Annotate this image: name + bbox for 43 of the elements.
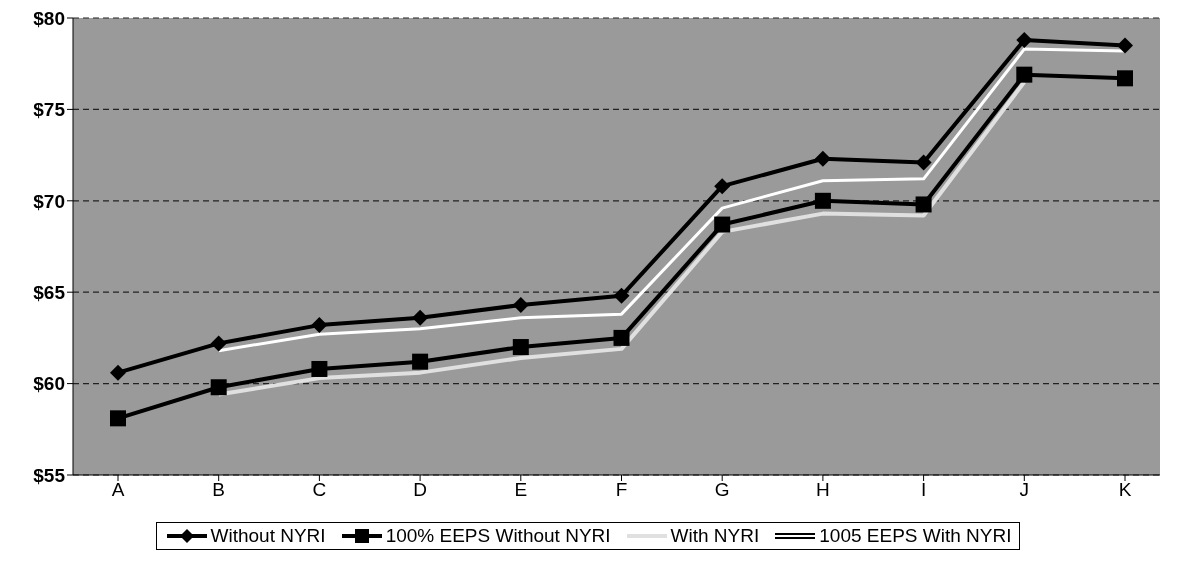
point	[1016, 66, 1033, 83]
x-tick-label: C	[312, 479, 327, 501]
x-tick-label: J	[1019, 479, 1030, 501]
point	[1016, 31, 1033, 48]
point	[613, 329, 630, 346]
y-tick-label: $60	[33, 373, 65, 395]
x-tick-label: D	[413, 479, 427, 501]
point	[714, 178, 731, 195]
y-tick-label: $70	[33, 190, 65, 212]
point	[412, 309, 429, 326]
point	[512, 339, 529, 356]
x-tick-label: B	[212, 479, 226, 501]
x-tick-label: I	[920, 479, 927, 501]
x-tick-label: A	[111, 479, 125, 501]
legend-label: 1005 EEPS With NYRI	[819, 525, 1012, 547]
point	[311, 360, 328, 377]
y-tick-label: $75	[33, 99, 66, 121]
point	[311, 317, 328, 334]
point	[1117, 70, 1133, 87]
x-tick-label: K	[1118, 479, 1132, 501]
point	[714, 216, 731, 233]
point	[412, 353, 429, 370]
point	[210, 335, 227, 352]
point	[814, 192, 831, 209]
point	[512, 297, 529, 313]
point	[210, 379, 227, 396]
point	[915, 196, 932, 213]
y-tick-label: $65	[33, 281, 66, 303]
legend-label: Without NYRI	[210, 525, 326, 547]
x-tick-label: E	[514, 479, 528, 501]
point	[1117, 37, 1133, 54]
point	[814, 150, 831, 167]
point	[110, 364, 126, 381]
point	[915, 154, 932, 171]
legend-label: 100% EEPS Without NYRI	[385, 525, 611, 547]
point	[110, 410, 126, 427]
y-tick-label: $80	[33, 7, 65, 29]
x-tick-label: G	[714, 479, 730, 501]
x-tick-label: F	[615, 479, 628, 501]
x-tick-label: H	[816, 479, 830, 501]
y-tick-label: $55	[33, 464, 66, 486]
legend-label: With NYRI	[670, 525, 760, 547]
point	[613, 287, 630, 304]
